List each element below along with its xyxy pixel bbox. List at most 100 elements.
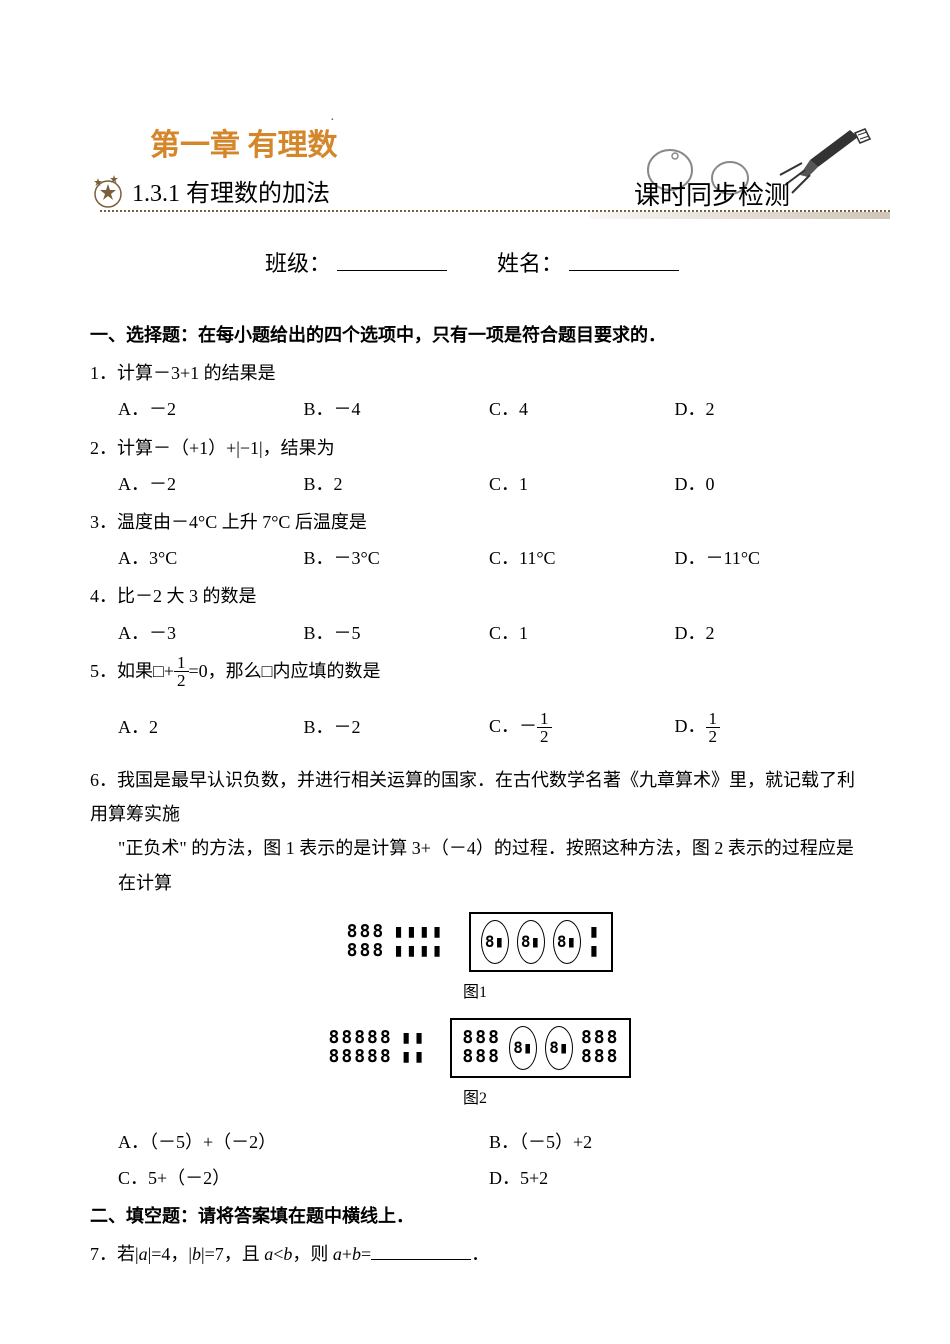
q3-opt-b: B．－3°C xyxy=(304,541,490,575)
q2-opt-c: C．1 xyxy=(489,467,675,501)
q2-opt-a: A．－2 xyxy=(118,467,304,501)
q6-opt-b: B．（－5）+2 xyxy=(489,1125,860,1159)
name-label: 姓名： xyxy=(497,251,563,276)
q5-d-num: 1 xyxy=(706,710,721,728)
fig1-right-panel: 8▮ 8▮ 8▮ ▮ ▮ xyxy=(469,912,614,972)
q7-plus: + xyxy=(342,1244,352,1264)
q2-options: A．－2 B．2 C．1 D．0 xyxy=(118,467,860,501)
star-badge-icon xyxy=(90,172,126,208)
q7-a2: a xyxy=(264,1244,273,1264)
q7-suffix: = xyxy=(361,1244,371,1264)
q5-d-frac: 12 xyxy=(706,710,721,745)
fig2-caption: 图2 xyxy=(90,1084,860,1114)
fig2-mid-rods: ▮▮ ▮▮ xyxy=(401,1029,427,1067)
q1-opt-b: B．－4 xyxy=(304,392,490,426)
q6-opt-c: C．5+（－2） xyxy=(118,1161,489,1195)
q5-c-num: 1 xyxy=(537,710,552,728)
q7-period: ． xyxy=(471,1244,489,1264)
q4-opt-a: A．－3 xyxy=(118,616,304,650)
q5-d-den: 2 xyxy=(706,728,721,745)
class-label: 班级： xyxy=(265,251,331,276)
fig1-tail: ▮ ▮ xyxy=(589,923,602,961)
q5-frac: 1 2 xyxy=(174,654,189,689)
q5-opt-b: B．－2 xyxy=(304,710,490,744)
q7-a3: a xyxy=(333,1244,342,1264)
q7-mid2: |=7，且 xyxy=(201,1244,264,1264)
section1-heading: 一、选择题：在每小题给出的四个选项中，只有一项是符合题目要求的． xyxy=(90,318,860,352)
fig1-left-panel: 888 888 ▮▮▮▮ ▮▮▮▮ xyxy=(337,917,455,967)
fig1-circ3: 8▮ xyxy=(553,920,581,964)
q5-options: A．2 B．－2 C．－12 D．12 xyxy=(118,709,860,745)
q6-stem2: "正负术" 的方法，图 1 表示的是计算 3+（－4）的过程．按照这种方法，图 … xyxy=(118,831,860,899)
q6-options-row2: C．5+（－2） D．5+2 xyxy=(118,1161,860,1195)
q4-opt-d: D．2 xyxy=(675,616,861,650)
fig1-circ2: 8▮ xyxy=(517,920,545,964)
fig2-r-left: 888 888 xyxy=(462,1029,501,1067)
q4-opt-b: B．－5 xyxy=(304,616,490,650)
q5-stem: 5．如果□+ 1 2 =0，那么□内应填的数是 xyxy=(90,654,860,689)
q7-mid1: |=4，| xyxy=(148,1244,192,1264)
name-blank xyxy=(569,270,679,271)
fig2-right-panel: 888 888 8▮ 8▮ 888 888 xyxy=(450,1018,631,1078)
q5-prefix: 5．如果□+ xyxy=(90,654,174,688)
q3-options: A．3°C B．－3°C C．11°C D．－11°C xyxy=(118,541,860,575)
q5-opt-a: A．2 xyxy=(118,710,304,744)
fig2-circ1: 8▮ xyxy=(509,1026,537,1070)
q7: 7．若|a|=4，|b|=7，且 a<b，则 a+b=． xyxy=(90,1237,860,1271)
q6-stem1: 6．我国是最早认识负数，并进行相关运算的国家．在古代数学名著《九章算术》里，就记… xyxy=(90,763,860,831)
q4-opt-c: C．1 xyxy=(489,616,675,650)
q6: 6．我国是最早认识负数，并进行相关运算的国家．在古代数学名著《九章算术》里，就记… xyxy=(90,763,860,1195)
q3: 3．温度由－4°C 上升 7°C 后温度是 A．3°C B．－3°C C．11°… xyxy=(90,505,860,575)
fig1-caption: 图1 xyxy=(90,978,860,1008)
q4-stem: 4．比－2 大 3 的数是 xyxy=(90,579,860,613)
q5: 5．如果□+ 1 2 =0，那么□内应填的数是 A．2 B．－2 C．－12 D… xyxy=(90,654,860,745)
q3-stem: 3．温度由－4°C 上升 7°C 后温度是 xyxy=(90,505,860,539)
fig2-circ2: 8▮ xyxy=(545,1026,573,1070)
fig2-left-panel: 88888 88888 ▮▮ ▮▮ xyxy=(319,1023,437,1073)
sync-test-label: 课时同步检测 xyxy=(634,175,790,212)
q2-opt-d: D．0 xyxy=(675,467,861,501)
q1: 1．计算－3+1 的结果是 A．－2 B．－4 C．4 D．2 xyxy=(90,356,860,426)
figure1-block: 888 888 ▮▮▮▮ ▮▮▮▮ 8▮ 8▮ 8▮ ▮ ▮ 图1 88888 … xyxy=(90,912,860,1115)
q7-b3: b xyxy=(352,1244,361,1264)
class-name-row: 班级： 姓名： xyxy=(0,246,950,278)
q4-options: A．－3 B．－5 C．1 D．2 xyxy=(118,616,860,650)
q6-opt-d: D．5+2 xyxy=(489,1161,860,1195)
q5-c-den: 2 xyxy=(537,728,552,745)
class-blank xyxy=(337,270,447,271)
q6-options-row1: A．（－5）+（－2） B．（－5）+2 xyxy=(118,1125,860,1159)
q3-opt-c: C．11°C xyxy=(489,541,675,575)
q7-b1: b xyxy=(192,1244,201,1264)
q7-a1: a xyxy=(139,1244,148,1264)
q2-stem: 2．计算－（+1）+|−1|，结果为 xyxy=(90,431,860,465)
q7-lt: < xyxy=(273,1244,283,1264)
q5-suffix: =0，那么□内应填的数是 xyxy=(189,654,381,688)
q1-opt-a: A．－2 xyxy=(118,392,304,426)
q1-stem: 1．计算－3+1 的结果是 xyxy=(90,356,860,390)
q5-frac-den: 2 xyxy=(174,672,189,689)
section2-heading: 二、填空题：请将答案填在题中横线上． xyxy=(90,1199,860,1233)
fig1-mid-rods: ▮▮▮▮ ▮▮▮▮ xyxy=(393,923,444,961)
q1-opt-d: D．2 xyxy=(675,392,861,426)
content-body: 一、选择题：在每小题给出的四个选项中，只有一项是符合题目要求的． 1．计算－3+… xyxy=(0,278,950,1271)
q5-d-prefix: D． xyxy=(675,716,706,736)
q5-c-prefix: C．－ xyxy=(489,716,537,736)
q7-mid3: ，则 xyxy=(292,1244,333,1264)
q7-prefix: 7．若| xyxy=(90,1244,139,1264)
q5-opt-c: C．－12 xyxy=(489,709,675,745)
q5-opt-d: D．12 xyxy=(675,709,861,745)
q2-opt-b: B．2 xyxy=(304,467,490,501)
q4: 4．比－2 大 3 的数是 A．－3 B．－5 C．1 D．2 xyxy=(90,579,860,649)
q1-options: A．－2 B．－4 C．4 D．2 xyxy=(118,392,860,426)
lamp-decor: 课时同步检测 xyxy=(620,120,880,210)
fig2-left-rods: 88888 88888 xyxy=(329,1029,393,1067)
section-title: 1.3.1 有理数的加法 xyxy=(132,173,330,208)
header-shadow xyxy=(590,212,890,219)
q6-opt-a: A．（－5）+（－2） xyxy=(118,1125,489,1159)
q5-c-frac: 12 xyxy=(537,710,552,745)
q7-blank xyxy=(371,1259,471,1260)
q1-opt-c: C．4 xyxy=(489,392,675,426)
fig1-circ1: 8▮ xyxy=(481,920,509,964)
fig2-r-right: 888 888 xyxy=(581,1029,620,1067)
q5-frac-num: 1 xyxy=(174,654,189,672)
